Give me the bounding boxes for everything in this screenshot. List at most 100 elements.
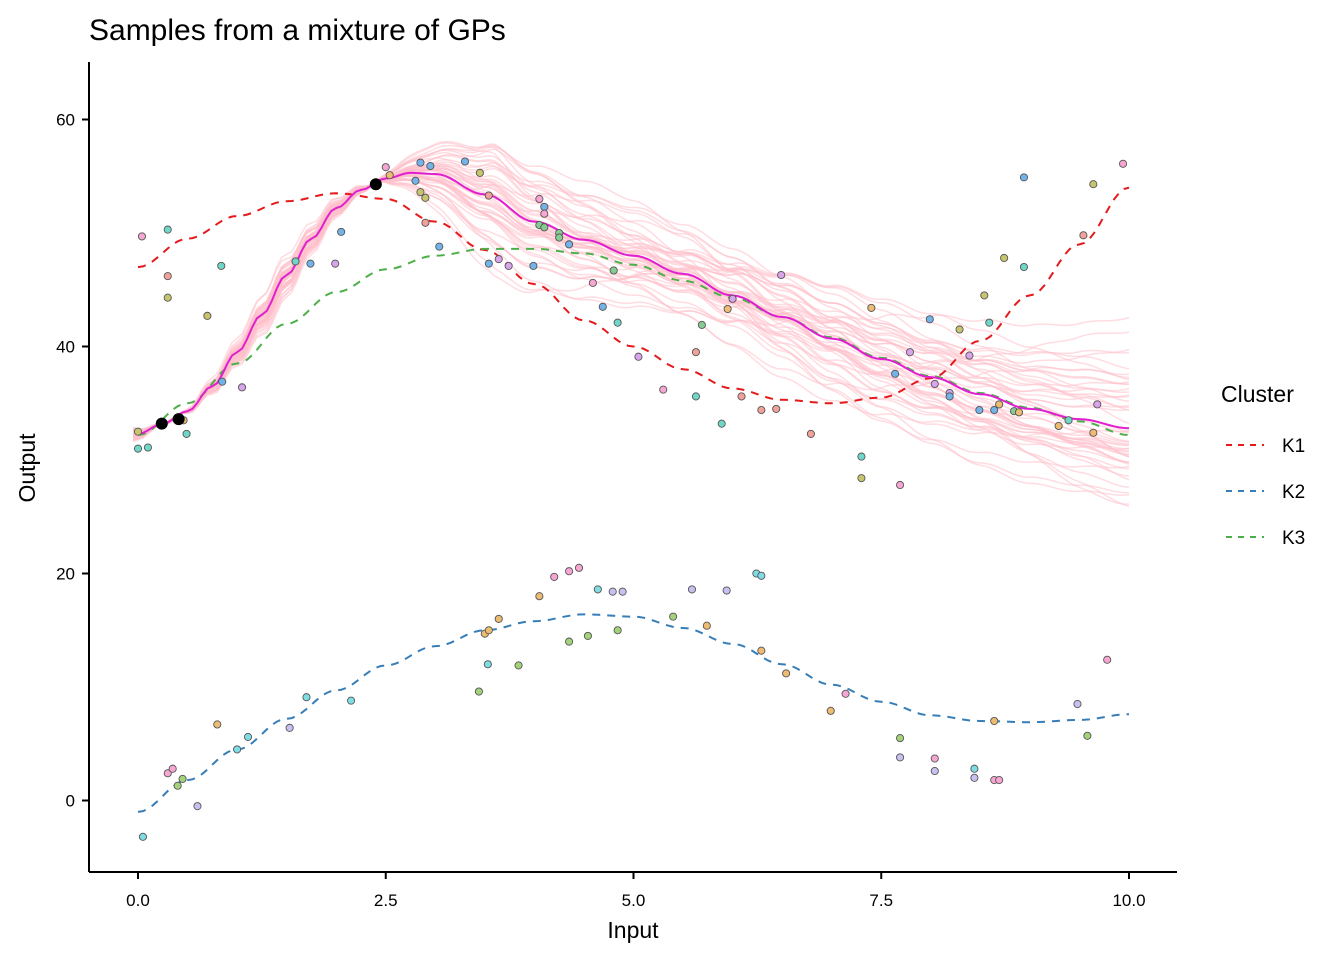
legend-item-k2: K2	[1226, 482, 1305, 503]
legend-item-k1: K1	[1226, 436, 1305, 457]
scatter-point	[421, 193, 430, 202]
cluster-mean-k1	[137, 186, 1130, 405]
scatter-point	[980, 291, 989, 300]
scatter-point	[970, 764, 979, 773]
scatter-point	[137, 232, 147, 241]
scatter-point	[484, 259, 493, 268]
scatter-point	[173, 781, 182, 790]
scatter-point	[826, 706, 835, 715]
scatter-point	[757, 406, 766, 415]
scatter-point	[777, 270, 786, 280]
scatter-point	[1000, 253, 1009, 263]
scatter-point	[555, 233, 564, 242]
gp-sample-curve	[132, 140, 1130, 452]
scatter-point	[529, 261, 538, 270]
scatter-point	[540, 223, 549, 232]
scatter-point	[841, 689, 850, 698]
scatter-point	[504, 261, 513, 270]
scatter-point	[133, 427, 143, 436]
cluster-mean-k3	[137, 247, 1130, 436]
scatter-point	[143, 443, 152, 452]
scatter-point	[782, 669, 791, 678]
scatter-point	[163, 769, 172, 778]
plot-area	[132, 140, 1130, 841]
scatter-point	[494, 614, 503, 623]
scatter-point	[550, 572, 559, 581]
scatter-point	[565, 240, 574, 249]
scatter-point	[494, 255, 503, 264]
scatter-point	[1073, 699, 1082, 709]
scatter-point	[302, 693, 311, 702]
scatter-point	[540, 209, 549, 218]
scatter-point	[588, 278, 597, 287]
scatter-point	[757, 571, 766, 580]
gp-sample-curve	[132, 179, 1130, 508]
scatter-point	[867, 303, 876, 312]
x-tick-label: 2.5	[374, 891, 398, 910]
observed-point	[155, 417, 168, 430]
scatter-point	[618, 587, 627, 596]
scatter-point	[728, 294, 737, 303]
scatter-point	[975, 406, 984, 415]
scatter-point	[583, 631, 592, 640]
gp-sample-curve	[132, 179, 1129, 505]
scatter-point	[945, 392, 954, 401]
prediction-mean-line	[137, 171, 1130, 435]
scatter-point	[857, 452, 866, 461]
scatter-point	[483, 660, 492, 669]
scatter-point	[574, 563, 584, 572]
scatter-point	[565, 567, 574, 576]
scatter-point	[598, 302, 607, 311]
gp-sample-curve	[132, 175, 1129, 435]
legend-item-k3: K3	[1226, 528, 1305, 549]
scatter-point	[540, 202, 549, 211]
scatter-point	[669, 612, 678, 621]
scatter-point	[1089, 428, 1098, 437]
scatter-point	[896, 753, 905, 762]
scatter-point	[435, 242, 444, 251]
scatter-point	[426, 161, 435, 171]
scatter-point	[163, 272, 172, 281]
scatter-point	[163, 225, 172, 234]
gp-sample-curve	[132, 178, 1130, 446]
scatter-point	[1089, 180, 1098, 189]
scatter-point	[896, 734, 905, 743]
scatter-point	[970, 773, 979, 782]
legend-label-k2: K2	[1282, 482, 1305, 503]
scatter-point	[697, 320, 706, 329]
scatter-point	[306, 259, 315, 268]
y-tick-label: 40	[56, 338, 75, 357]
cluster-means	[137, 186, 1130, 813]
scatter-point	[634, 352, 643, 361]
x-axis-title: Input	[607, 917, 659, 943]
legend-title: Cluster	[1221, 381, 1294, 407]
scatter-point	[475, 168, 484, 177]
scatter-point	[460, 157, 470, 166]
scatter-point	[1054, 421, 1063, 431]
scatter-point	[1119, 159, 1128, 168]
scatter-point	[723, 304, 732, 314]
scatter-point	[896, 480, 905, 490]
scatter-point	[990, 406, 999, 415]
scatter-point	[178, 774, 187, 783]
scatter-point	[416, 188, 425, 197]
observed-point	[172, 413, 185, 426]
cluster-mean-k2	[137, 613, 1130, 813]
scatter-point	[1103, 655, 1112, 664]
scatter-point	[416, 158, 425, 167]
scatter-point	[337, 227, 346, 236]
scatter-point	[484, 626, 493, 635]
scatter-point	[243, 732, 253, 741]
scatter-point	[609, 266, 618, 275]
scatter-point	[535, 592, 544, 601]
scatter-point	[702, 621, 711, 630]
scatter-point	[1093, 400, 1102, 409]
observed-point	[369, 178, 382, 191]
scatter-point	[484, 191, 493, 200]
scatter-point	[930, 766, 939, 776]
scatter-point	[990, 717, 999, 726]
gp-sample-curve	[132, 180, 1130, 440]
scatter-point	[213, 720, 222, 729]
scatter-point	[1079, 231, 1088, 240]
